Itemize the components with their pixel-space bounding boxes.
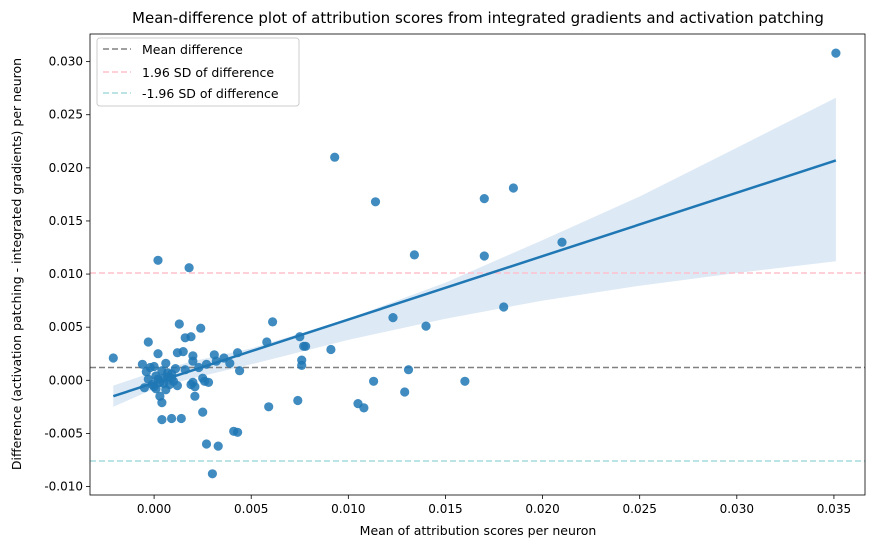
y-tick-label: -0.010 [44,480,83,494]
scatter-point [359,403,369,413]
legend-label-mean-difference: Mean difference [142,42,243,57]
scatter-point [157,415,167,425]
scatter-point [264,402,274,412]
scatter-point [207,469,217,479]
scatter-point [172,381,182,391]
x-tick-label: 0.020 [525,502,559,516]
plot-area [90,48,865,479]
x-axis-ticks: 0.000 0.005 0.010 0.015 0.020 0.025 0.030 0.035 [137,495,851,516]
scatter-point [403,365,414,375]
scatter-point [508,183,518,193]
scatter-point [153,255,163,265]
scatter-point [149,361,159,372]
legend-label-upper-sd: 1.96 SD of difference [142,65,274,80]
scatter-point [184,263,194,273]
scatter-point [167,413,177,424]
regression-line [112,159,837,398]
scatter-point [143,374,153,384]
scatter-point [143,337,153,347]
scatter-point [326,344,336,355]
scatter-point [330,152,340,162]
scatter-point [268,317,278,327]
scatter-point [297,360,307,370]
scatter-point [172,348,182,358]
scatter-point [176,413,186,424]
reference-lines-layer [90,272,865,462]
scatter-point [201,439,212,449]
confidence-band-layer [113,97,836,407]
scatter-point [499,302,509,312]
scatter-point [301,341,311,351]
scatter-point [557,237,567,247]
y-axis-label: Difference (activation patching - integr… [9,58,24,470]
scatter-point [151,384,161,394]
scatter-point [198,407,208,417]
regression-line-layer [112,159,837,398]
y-tick-label: -0.005 [44,426,83,440]
y-tick-label: 0.020 [49,161,83,175]
scatter-point [233,427,243,437]
scatter-point [161,358,171,368]
scatter-point [161,385,171,395]
legend-box [96,37,300,107]
scatter-point [460,376,470,386]
scatter-point [409,250,419,260]
scatter-point [137,359,147,369]
x-tick-label: 0.025 [623,502,657,516]
scatter-point [174,319,184,329]
x-tick-label: 0.035 [817,502,851,516]
scatter-point [225,358,235,368]
scatter-point [479,251,489,261]
y-tick-label: 0.010 [49,267,83,281]
x-tick-label: 0.000 [137,502,171,516]
regression-confidence-band [113,97,836,407]
y-tick-label: 0.030 [49,55,83,69]
scatter-point [235,366,245,376]
chart-title: Mean-difference plot of attribution scor… [132,9,824,27]
y-tick-label: 0.000 [49,373,83,387]
scatter-point [479,194,489,204]
x-tick-label: 0.015 [428,502,462,516]
scatter-point [831,48,841,58]
scatter-point [421,321,431,331]
x-axis-label: Mean of attribution scores per neuron [360,523,597,538]
scatter-point [190,391,200,401]
y-tick-label: 0.005 [49,320,83,334]
legend: Mean difference 1.96 SD of difference -1… [96,37,300,107]
legend-label-lower-sd: -1.96 SD of difference [142,86,279,101]
x-tick-label: 0.005 [234,502,268,516]
scatter-point [203,377,214,387]
scatter-point [293,395,303,406]
x-tick-label: 0.030 [720,502,754,516]
scatter-point [153,349,163,359]
scatter-point [369,376,379,386]
scatter-point [108,353,118,363]
y-tick-label: 0.025 [49,108,83,122]
x-tick-label: 0.010 [331,502,365,516]
scatter-point [370,197,381,207]
scatter-point [400,387,410,397]
scatter-point [170,364,181,374]
scatter-point [188,356,198,366]
scatter-point [157,398,167,408]
scatter-point [196,323,206,333]
y-axis-ticks: -0.010 -0.005 0.000 0.005 0.010 0.015 0.020 0.0… [44,55,90,494]
scatter-point [186,332,196,342]
scatter-point [190,382,200,392]
scatter-points-layer [108,48,841,479]
scatter-point [388,313,398,323]
y-tick-label: 0.015 [49,214,83,228]
scatter-point [213,441,223,451]
plot-frame [89,33,866,496]
